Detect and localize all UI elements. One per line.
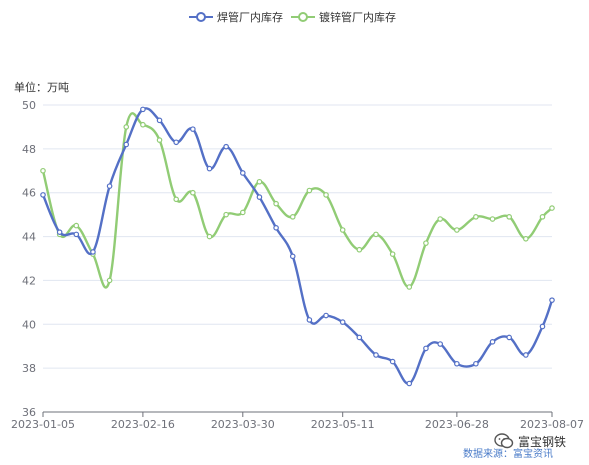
data-point bbox=[106, 183, 113, 189]
y-axis-ticks: 36 38 40 42 44 46 48 50 bbox=[22, 99, 36, 419]
chart-legend[interactable]: 焊管厂内库存 镀锌管厂内库存 bbox=[189, 10, 396, 24]
data-point bbox=[273, 225, 279, 231]
data-point bbox=[523, 235, 529, 242]
data-point bbox=[389, 358, 396, 365]
data-point bbox=[289, 214, 296, 220]
x-tick-label: 2023-02-16 bbox=[111, 418, 175, 431]
brand-name: 富宝钢铁 bbox=[518, 434, 567, 449]
data-point bbox=[156, 137, 163, 143]
data-point bbox=[373, 231, 379, 238]
data-point bbox=[549, 297, 555, 303]
data-point bbox=[273, 200, 279, 207]
data-point bbox=[356, 246, 363, 253]
legend-marker-icon bbox=[196, 12, 206, 22]
data-point bbox=[423, 345, 429, 352]
y-tick-label: 50 bbox=[22, 99, 36, 112]
data-point bbox=[473, 360, 479, 367]
data-point bbox=[140, 121, 146, 128]
data-point bbox=[306, 187, 313, 194]
data-point bbox=[40, 192, 46, 198]
data-point bbox=[156, 117, 163, 124]
data-point bbox=[190, 189, 196, 196]
data-point bbox=[256, 178, 263, 185]
data-point bbox=[423, 240, 429, 246]
series-line bbox=[41, 107, 554, 385]
legend-item-welded[interactable]: 焊管厂内库存 bbox=[189, 10, 283, 24]
legend-label: 镀锌管厂内库存 bbox=[319, 10, 396, 24]
data-point bbox=[239, 170, 246, 176]
data-point bbox=[549, 205, 555, 211]
data-point bbox=[73, 222, 80, 229]
y-tick-label: 36 bbox=[22, 406, 36, 419]
legend-marker-icon bbox=[298, 12, 308, 22]
data-point bbox=[339, 227, 346, 233]
x-axis: 2023-01-05 2023-02-16 2023-03-30 2023-05-11… bbox=[11, 411, 584, 431]
data-point bbox=[539, 323, 546, 330]
data-point bbox=[56, 229, 63, 235]
series-welded bbox=[40, 106, 555, 387]
data-point bbox=[539, 214, 546, 220]
data-point bbox=[173, 139, 179, 146]
data-point bbox=[339, 319, 346, 325]
data-point bbox=[489, 216, 496, 222]
data-point bbox=[140, 106, 146, 113]
data-point bbox=[356, 334, 363, 341]
y-axis-unit-label: 单位：万吨 bbox=[14, 80, 69, 94]
data-point bbox=[40, 167, 46, 174]
data-point bbox=[373, 352, 379, 358]
series-group bbox=[40, 106, 555, 387]
data-point bbox=[437, 341, 444, 347]
data-point bbox=[454, 227, 460, 233]
data-point bbox=[323, 192, 329, 198]
x-tick-label: 2023-01-05 bbox=[11, 418, 75, 431]
data-point bbox=[239, 209, 246, 216]
series-galvanized bbox=[40, 112, 555, 290]
data-point bbox=[323, 312, 329, 319]
data-point bbox=[506, 214, 512, 220]
data-point bbox=[206, 165, 213, 172]
brand-watermark: 富宝钢铁 bbox=[494, 430, 584, 452]
data-point bbox=[123, 141, 130, 148]
legend-label: 焊管厂内库存 bbox=[217, 10, 283, 24]
y-tick-label: 44 bbox=[22, 231, 36, 244]
legend-item-galvanized[interactable]: 镀锌管厂内库存 bbox=[291, 10, 396, 24]
data-point bbox=[454, 360, 460, 367]
data-point bbox=[123, 124, 130, 130]
data-point bbox=[406, 284, 413, 290]
series-line bbox=[41, 112, 553, 289]
data-source-note: 数据来源：富宝资讯 bbox=[463, 449, 553, 460]
data-point bbox=[256, 194, 263, 200]
data-point bbox=[406, 380, 413, 387]
y-tick-label: 38 bbox=[22, 362, 36, 375]
data-point bbox=[289, 253, 296, 260]
data-point bbox=[90, 249, 96, 255]
data-point bbox=[437, 216, 444, 222]
data-point bbox=[106, 277, 113, 284]
y-tick-label: 46 bbox=[22, 187, 36, 200]
x-tick-label: 2023-06-28 bbox=[425, 418, 489, 431]
y-tick-label: 40 bbox=[22, 318, 36, 331]
data-point bbox=[306, 317, 313, 323]
x-tick-label: 2023-08-07 bbox=[520, 418, 584, 431]
x-tick-label: 2023-05-11 bbox=[311, 418, 375, 431]
data-point bbox=[473, 214, 479, 220]
data-point bbox=[206, 233, 213, 240]
y-tick-label: 48 bbox=[22, 143, 36, 156]
data-point bbox=[173, 196, 179, 203]
data-point bbox=[489, 339, 496, 345]
data-point bbox=[523, 352, 529, 358]
y-tick-label: 42 bbox=[22, 274, 36, 287]
data-point bbox=[223, 211, 229, 218]
data-point bbox=[73, 231, 80, 238]
wechat-logo-icon bbox=[494, 433, 514, 449]
x-tick-label: 2023-03-30 bbox=[211, 418, 275, 431]
data-point bbox=[190, 126, 196, 132]
data-point bbox=[223, 143, 229, 150]
data-point bbox=[506, 334, 512, 341]
data-point bbox=[389, 251, 396, 257]
